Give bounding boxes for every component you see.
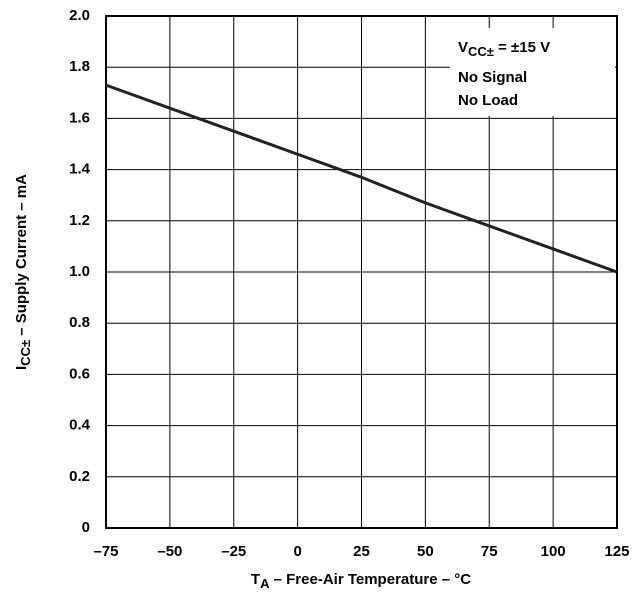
grid xyxy=(105,15,618,529)
x-tick-label: 0 xyxy=(293,543,301,560)
x-tick-label: 100 xyxy=(541,543,566,560)
y-label-main: I xyxy=(13,366,30,370)
x-tick-label: 75 xyxy=(481,543,498,560)
annotation: VCC± = ±15 V xyxy=(458,39,550,59)
y-tick-label: 1.2 xyxy=(69,212,90,229)
x-axis-label: TA – Free-Air Temperature – °C xyxy=(251,571,471,591)
data-line xyxy=(105,83,618,274)
y-tick-label: 0.6 xyxy=(69,365,90,382)
y-tick-label: 0.2 xyxy=(69,468,90,485)
y-tick-label: 0.8 xyxy=(69,314,90,331)
y-tick-label: 1.0 xyxy=(69,263,90,280)
x-tick-label: 25 xyxy=(353,543,370,560)
annotation-main: V xyxy=(458,39,468,56)
y-axis-label: ICC± – Supply Current – mA xyxy=(13,174,33,370)
plot xyxy=(105,15,618,529)
x-label-rest: – Free-Air Temperature – °C xyxy=(269,571,471,588)
y-tick-label: 2.0 xyxy=(69,7,90,24)
annotation: No Signal xyxy=(458,69,527,86)
y-tick-label: 0 xyxy=(82,519,90,536)
x-label-sub: A xyxy=(260,576,270,591)
annotation: No Load xyxy=(458,92,518,109)
y-label-sub: CC± xyxy=(18,340,33,366)
y-tick-label: 1.4 xyxy=(69,161,91,178)
annotation-box xyxy=(450,28,615,116)
x-tick-label: –75 xyxy=(93,543,118,560)
x-tick-label: –25 xyxy=(221,543,246,560)
y-tick-label: 1.8 xyxy=(69,58,90,75)
x-tick-label: 50 xyxy=(417,543,434,560)
annotation-rest: = ±15 V xyxy=(494,39,550,56)
y-tick-label: 0.4 xyxy=(69,417,91,434)
y-label-rest: – Supply Current – mA xyxy=(13,174,30,340)
x-tick-label: 125 xyxy=(604,543,629,560)
x-label-main: T xyxy=(251,571,260,588)
x-tick-label: –50 xyxy=(157,543,182,560)
y-tick-label: 1.6 xyxy=(69,109,90,126)
annotation-sub: CC± xyxy=(468,44,494,59)
